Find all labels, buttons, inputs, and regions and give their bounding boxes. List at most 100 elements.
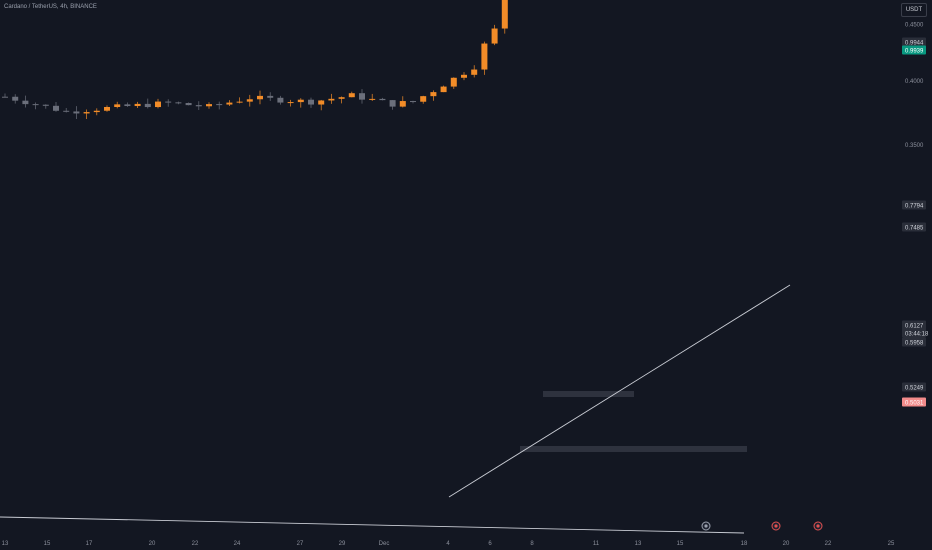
candle-body	[481, 43, 488, 70]
price-label: 0.7485	[905, 226, 924, 232]
candle-body	[216, 104, 223, 106]
candle-body	[73, 111, 80, 114]
x-axis-tick-label: 6	[488, 541, 492, 547]
candle-body	[308, 99, 314, 105]
candle-body	[461, 74, 467, 78]
candle-body	[389, 100, 396, 107]
candle-body	[144, 103, 151, 108]
price-label-bg	[902, 328, 926, 338]
candle-body	[246, 99, 253, 102]
x-axis-tick-label: 27	[297, 541, 304, 547]
candle-body	[53, 105, 59, 111]
candle-body	[410, 101, 416, 103]
candle-body	[379, 98, 386, 101]
event-marker-icon-dot	[704, 524, 708, 528]
price-label-bg	[902, 320, 926, 330]
candle-body	[348, 93, 355, 98]
x-axis-tick-label: 15	[677, 541, 684, 547]
y-axis-tick-label: 0.4500	[905, 22, 924, 28]
price-label-bg	[902, 45, 926, 55]
candle-body	[491, 28, 498, 44]
candle-body	[440, 86, 447, 93]
x-axis-tick-label: 11	[593, 541, 600, 547]
candle-body	[430, 92, 437, 97]
economic-event-icon-dot	[816, 524, 820, 528]
candle-body	[369, 98, 376, 100]
candle-body	[359, 93, 365, 100]
candle-body	[420, 96, 427, 102]
x-axis-tick-label: 17	[86, 541, 93, 547]
candle-body	[175, 102, 182, 104]
candle-body	[114, 104, 121, 108]
candle-body	[267, 95, 274, 98]
x-axis-tick-label: Dec	[379, 541, 390, 547]
candle-body	[226, 102, 233, 105]
price-label: 0.5031	[905, 401, 924, 407]
candle-body	[257, 95, 263, 100]
y-axis-tick-label: 0.3500	[905, 143, 924, 149]
price-label: 0.5958	[905, 341, 924, 347]
candle-body	[124, 104, 131, 107]
price-label: 0.9939	[905, 49, 924, 55]
x-axis-tick-label: 18	[741, 541, 748, 547]
candle-body	[2, 96, 8, 98]
candle-body	[185, 103, 192, 106]
y-axis-tick-label: 0.4000	[905, 79, 924, 85]
price-label: 03:44:18	[905, 332, 929, 338]
price-label-bg	[902, 382, 926, 392]
price-label-bg	[902, 37, 926, 47]
x-axis-tick-label: 13	[2, 541, 9, 547]
price-label-bg	[902, 222, 926, 232]
candle-body	[297, 99, 304, 103]
candle-body	[93, 110, 100, 113]
x-axis-tick-label: 4	[446, 541, 450, 547]
candle-body	[134, 103, 141, 107]
economic-event-icon-dot	[774, 524, 778, 528]
candle-body	[450, 77, 457, 87]
x-axis-tick-label: 22	[192, 541, 199, 547]
support-trendline	[0, 516, 745, 534]
candle-body	[12, 96, 19, 101]
chart-title: Cardano / TetherUS, 4h, BINANCE	[4, 4, 97, 10]
demand-zone	[520, 446, 747, 452]
candle-body	[318, 100, 325, 105]
candle-body	[32, 104, 39, 106]
candle-body	[104, 107, 110, 111]
candle-body	[195, 105, 202, 107]
candle-body	[63, 110, 70, 112]
x-axis-tick-label: 29	[339, 541, 346, 547]
candle-body	[236, 101, 243, 103]
candle-body	[42, 104, 49, 106]
x-axis-tick-label: 8	[530, 541, 534, 547]
candle-body	[206, 104, 212, 107]
demand-zone	[543, 391, 634, 397]
price-label: 0.5249	[905, 386, 924, 392]
price-label-bg	[902, 337, 926, 347]
ascending-trendline	[448, 284, 791, 498]
candle-body	[155, 101, 161, 108]
currency-button[interactable]: USDT	[901, 3, 927, 17]
x-axis-tick-label: 22	[825, 541, 832, 547]
candle-body	[338, 97, 345, 99]
candle-body	[22, 100, 29, 105]
candle-body	[277, 97, 284, 103]
price-label-bg	[902, 200, 926, 210]
candle-body	[165, 101, 172, 103]
price-label: 0.7794	[905, 204, 924, 210]
price-label: 0.9944	[905, 41, 924, 47]
x-axis-tick-label: 24	[234, 541, 241, 547]
price-label-bg	[902, 397, 926, 407]
x-axis-tick-label: 25	[888, 541, 895, 547]
candle-body	[328, 98, 335, 101]
price-label: 0.6127	[905, 324, 924, 330]
candle-body	[287, 102, 294, 104]
x-axis-tick-label: 15	[44, 541, 51, 547]
candles-group	[2, 0, 508, 120]
candle-body	[471, 69, 478, 75]
x-axis-tick-label: 13	[635, 541, 642, 547]
x-axis-tick-label: 20	[149, 541, 156, 547]
candle-body	[399, 101, 406, 107]
candle-body	[83, 112, 90, 114]
